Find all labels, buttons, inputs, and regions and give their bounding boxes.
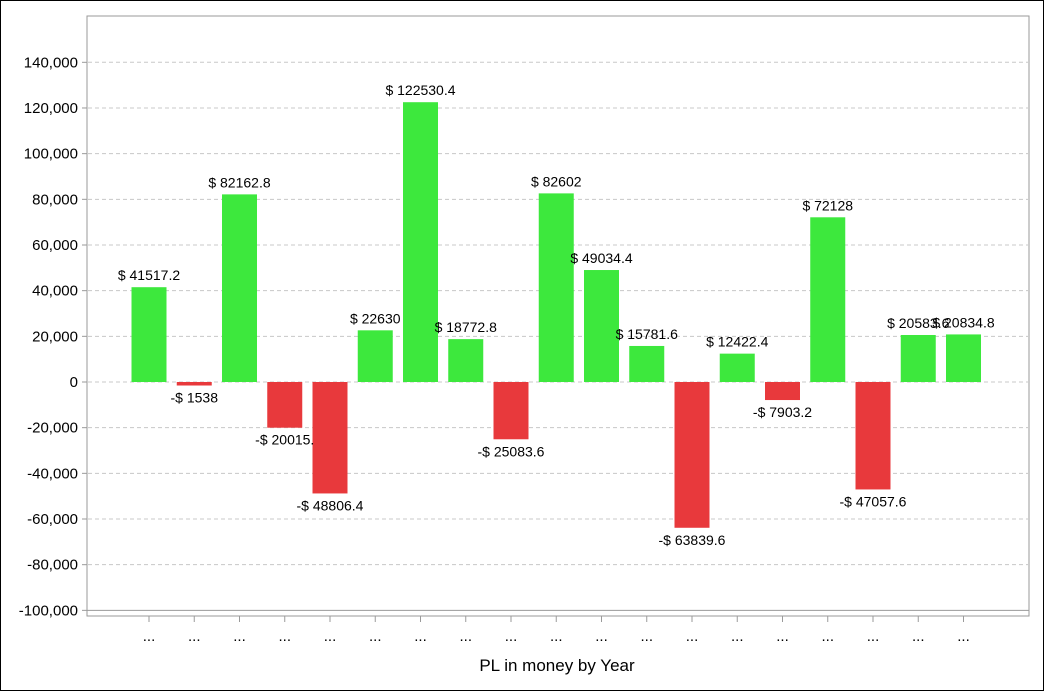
y-tick-label: 100,000	[24, 146, 78, 163]
bar	[448, 339, 484, 382]
data-label: $ 82162.8	[208, 174, 270, 190]
y-tick-label: -20,000	[27, 420, 78, 437]
y-tick-label: 120,000	[24, 100, 78, 117]
x-tick-label: ...	[143, 628, 156, 645]
bar	[312, 382, 348, 494]
x-tick-label: ...	[324, 628, 337, 645]
x-tick-label: ...	[278, 628, 291, 645]
data-label: -$ 63839.6	[659, 532, 726, 548]
x-tick-label: ...	[595, 628, 608, 645]
x-tick-label: ...	[550, 628, 563, 645]
data-label: $ 18772.8	[435, 319, 497, 335]
x-tick-label: ...	[188, 628, 201, 645]
bar	[900, 334, 936, 382]
data-label: -$ 7903.2	[753, 404, 812, 420]
bar	[222, 194, 257, 382]
y-tick-label: 40,000	[32, 283, 78, 300]
x-tick-label: ...	[459, 628, 472, 645]
bar	[357, 330, 393, 382]
data-labels: $ 41517.2 -$ 1538 $ 82162.8 -$ 20015. -$ 488…	[118, 82, 995, 548]
bar	[674, 382, 710, 528]
y-tick-label: 140,000	[24, 54, 78, 71]
y-tick-label: 60,000	[32, 237, 78, 254]
x-axis-title: PL in money by Year	[479, 656, 635, 675]
x-tick-label: ...	[640, 628, 653, 645]
x-tick-label: ...	[821, 628, 834, 645]
data-label: -$ 20015.	[255, 432, 314, 448]
x-axis-ticks: ........................................…	[143, 616, 970, 645]
y-tick-label: -80,000	[27, 557, 78, 574]
bar	[629, 345, 665, 382]
bars	[131, 102, 981, 528]
data-label: -$ 47057.6	[840, 493, 907, 509]
bar	[946, 334, 981, 382]
x-tick-label: ...	[731, 628, 744, 645]
y-tick-label: 20,000	[32, 328, 78, 345]
data-label: $ 122530.4	[385, 82, 455, 98]
data-label: $ 82602	[531, 173, 582, 189]
data-label: $ 22630	[350, 310, 401, 326]
bar	[719, 353, 755, 382]
data-label: -$ 48806.4	[297, 497, 364, 513]
bar	[765, 382, 800, 401]
x-tick-label: ...	[505, 628, 518, 645]
y-tick-label: -60,000	[27, 511, 78, 528]
x-tick-label: ...	[233, 628, 246, 645]
data-label: $ 12422.4	[706, 334, 768, 350]
y-axis-ticks: -100,000 -80,000 -60,000 -40,000 -20,000 0 20,…	[19, 54, 87, 619]
data-label: $ 49034.4	[570, 250, 632, 266]
x-tick-label: ...	[686, 628, 699, 645]
y-tick-label: 80,000	[32, 191, 78, 208]
x-tick-label: ...	[867, 628, 880, 645]
x-tick-label: ...	[414, 628, 427, 645]
y-tick-label: -100,000	[19, 602, 78, 619]
data-label: $ 15781.6	[616, 326, 678, 342]
data-label: $ 20834.8	[932, 314, 994, 330]
bar	[131, 287, 167, 382]
bar	[403, 102, 438, 382]
bar	[493, 382, 529, 440]
bar	[267, 382, 303, 428]
data-label: $ 72128	[802, 197, 853, 213]
x-tick-label: ...	[369, 628, 382, 645]
bar	[855, 382, 891, 490]
data-label: $ 20583.6	[887, 315, 949, 331]
data-label: -$ 25083.6	[478, 443, 545, 459]
plot-area-border	[86, 15, 1030, 617]
bar	[538, 193, 574, 382]
x-tick-label: ...	[957, 628, 970, 645]
y-tick-label: -40,000	[27, 465, 78, 482]
x-tick-label: ...	[912, 628, 925, 645]
y-tick-label: 0	[70, 374, 78, 391]
bar	[810, 217, 846, 382]
bar	[176, 382, 212, 386]
data-label: -$ 1538	[171, 390, 219, 406]
x-tick-label: ...	[776, 628, 789, 645]
bar	[584, 270, 619, 382]
data-label: $ 41517.2	[118, 267, 180, 283]
